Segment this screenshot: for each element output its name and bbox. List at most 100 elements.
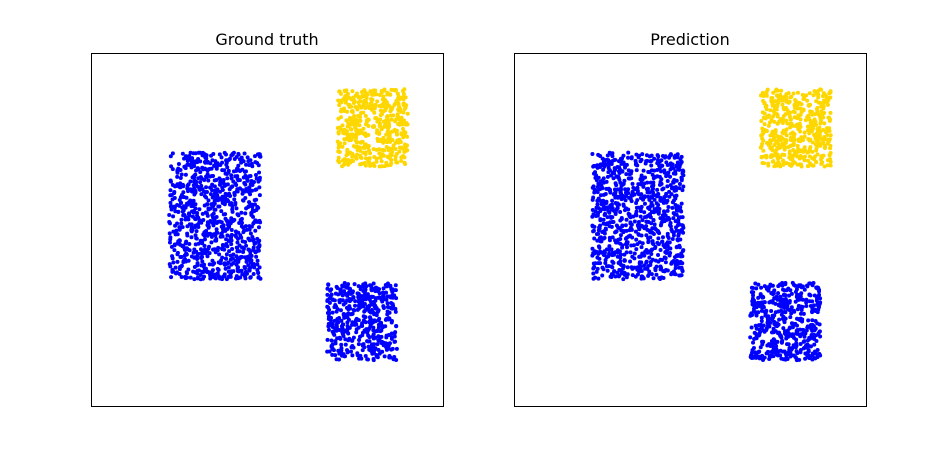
scatter-point [808, 145, 813, 150]
scatter-point [660, 235, 665, 240]
scatter-point [802, 287, 807, 292]
scatter-point [626, 176, 631, 181]
scatter-point [386, 119, 391, 124]
scatter-point [620, 245, 625, 250]
scatter-point [223, 228, 228, 233]
scatter-point [790, 123, 795, 128]
scatter-point [665, 198, 670, 203]
scatter-point [657, 276, 662, 281]
scatter-point [769, 316, 774, 321]
scatter-point [244, 243, 249, 248]
scatter-point [200, 269, 205, 274]
scatter-point [184, 271, 189, 276]
scatter-point [663, 256, 668, 261]
scatter-point [648, 260, 653, 264]
scatter-point [250, 183, 255, 188]
scatter-points [167, 87, 410, 363]
scatter-point [758, 345, 763, 350]
scatter-point [172, 190, 177, 195]
scatter-point [620, 224, 625, 229]
scatter-point [380, 97, 385, 102]
scatter-point [817, 329, 822, 334]
scatter-point [678, 157, 683, 162]
scatter-point [668, 224, 673, 229]
scatter-point [175, 170, 180, 175]
scatter-point [751, 340, 756, 345]
scatter-point [167, 240, 172, 245]
scatter-point [825, 128, 830, 133]
scatter-point [622, 258, 627, 263]
scatter-point [214, 215, 219, 220]
scatter-point [674, 212, 679, 217]
scatter-point [618, 156, 623, 161]
scatter-point [762, 127, 767, 132]
scatter-point [175, 259, 180, 264]
scatter-point [168, 237, 173, 242]
scatter-point [175, 241, 180, 246]
scatter-point [597, 235, 602, 240]
subplot-title: Prediction [650, 30, 729, 49]
scatter-point [624, 217, 629, 222]
scatter-point [608, 173, 613, 178]
scatter-point [806, 103, 811, 108]
scatter-point [607, 244, 612, 249]
scatter-point [606, 170, 611, 175]
scatter-point [650, 172, 655, 177]
scatter-point [793, 283, 798, 288]
scatter-point [750, 296, 755, 301]
scatter-point [340, 327, 345, 332]
scatter-point [380, 349, 385, 354]
scatter-point [394, 132, 399, 137]
scatter-point [769, 353, 774, 358]
scatter-point [801, 346, 806, 351]
scatter-point [599, 239, 604, 244]
scatter-point [610, 151, 615, 156]
scatter-point [208, 161, 213, 166]
scatter-point [178, 254, 183, 259]
scatter-point [818, 100, 823, 105]
scatter-point [658, 164, 663, 169]
scatter-point [644, 260, 649, 265]
scatter-point [177, 227, 182, 232]
scatter-point [208, 270, 213, 275]
scatter-point [397, 145, 402, 150]
scatter-point [621, 264, 626, 269]
scatter-point [814, 338, 819, 343]
scatter-point [381, 153, 386, 158]
scatter-point [754, 286, 759, 291]
scatter-point [177, 272, 182, 277]
scatter-point [338, 308, 343, 313]
scatter-point [792, 160, 797, 165]
scatter-point [618, 210, 623, 215]
scatter-point [784, 133, 789, 138]
scatter-point [750, 312, 755, 317]
scatter-point [771, 291, 776, 296]
scatter-point [624, 242, 629, 247]
scatter-point [240, 188, 245, 193]
scatter-point [225, 182, 230, 187]
scatter-point [233, 202, 238, 207]
scatter-point [348, 312, 353, 317]
scatter-point [596, 181, 601, 186]
scatter-point [828, 150, 833, 155]
scatter-point [372, 110, 377, 115]
scatter-point [809, 326, 814, 331]
scatter-point [822, 164, 827, 169]
scatter-point [828, 110, 833, 115]
scatter-point [235, 266, 240, 271]
scatter-point [802, 145, 807, 150]
scatter-point [256, 270, 261, 275]
scatter-point [342, 354, 347, 359]
scatter-point [199, 183, 204, 188]
scatter-point [794, 337, 799, 342]
scatter-point [779, 340, 784, 345]
scatter-point [628, 259, 633, 264]
scatter-point [243, 182, 248, 187]
scatter-point [229, 216, 234, 221]
scatter-point [815, 355, 820, 360]
scatter-point [352, 308, 357, 313]
scatter-point [761, 295, 766, 300]
scatter-point [195, 251, 200, 256]
scatter-point [169, 275, 174, 280]
scatter-point [796, 303, 801, 308]
